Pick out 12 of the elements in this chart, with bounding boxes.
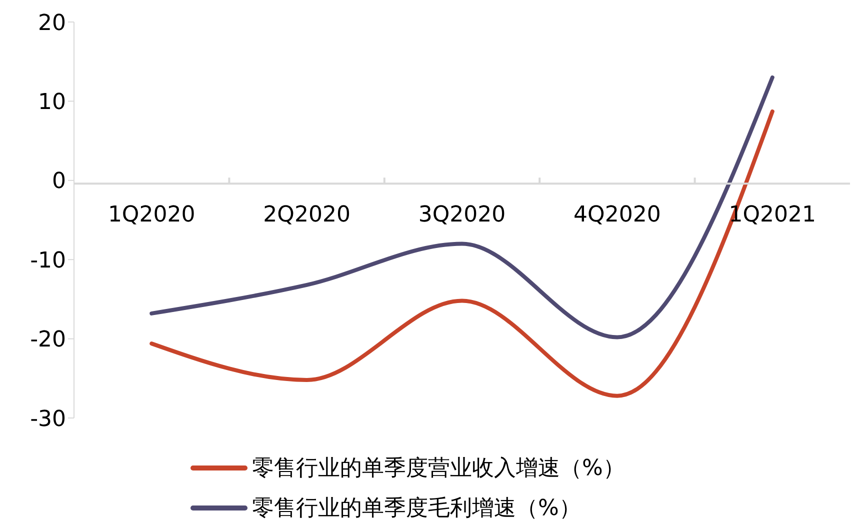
legend-label: 零售行业的单季度营业收入增速（%） (252, 455, 625, 483)
y-tick-label: 0 (52, 169, 66, 194)
y-tick-label: -20 (30, 328, 66, 353)
x-tick-label: 1Q2020 (108, 202, 196, 228)
x-tick-label: 2Q2020 (263, 202, 350, 228)
x-tick-label: 4Q2020 (574, 202, 661, 228)
y-tick-label: 10 (38, 90, 66, 116)
y-tick-label: -10 (30, 248, 66, 274)
y-tick-label: 20 (38, 10, 66, 36)
legend-label: 零售行业的单季度毛利增速（%） (252, 495, 581, 523)
x-tick-label: 3Q2020 (418, 202, 506, 228)
y-tick-label: -30 (30, 406, 66, 432)
